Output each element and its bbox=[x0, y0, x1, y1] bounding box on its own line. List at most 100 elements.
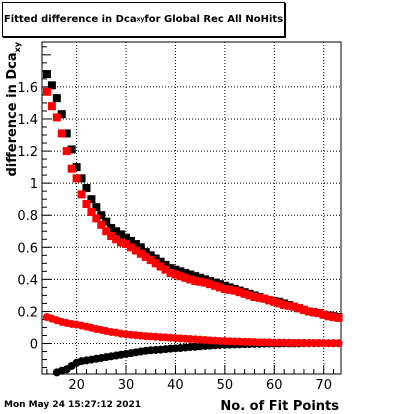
data-point bbox=[171, 265, 180, 274]
data-point bbox=[324, 312, 333, 321]
data-point bbox=[245, 291, 254, 300]
data-point bbox=[57, 110, 66, 119]
data-point bbox=[97, 220, 106, 229]
data-point bbox=[126, 236, 135, 245]
data-point bbox=[275, 299, 284, 308]
data-point bbox=[220, 284, 229, 293]
data-point bbox=[290, 302, 299, 311]
data-point bbox=[107, 224, 116, 233]
data-point bbox=[250, 293, 259, 302]
data-point bbox=[87, 195, 96, 204]
x-tick-label: 50 bbox=[217, 378, 234, 393]
data-point bbox=[210, 281, 219, 290]
data-point bbox=[299, 305, 308, 314]
axis-ticks: 20 30 40 50 60 70 0 0.2 0.4 0.6 0.8 1 1.2 1.4 1.6 bbox=[17, 46, 335, 393]
data-point bbox=[280, 301, 289, 310]
data-point bbox=[141, 252, 150, 261]
chart-title-suffix: for Global Rec All NoHits bbox=[144, 14, 284, 25]
data-point bbox=[67, 164, 76, 173]
data-point bbox=[181, 273, 190, 282]
y-axis-label-main: difference in Dca bbox=[5, 52, 20, 176]
data-point bbox=[141, 248, 150, 257]
data-point bbox=[166, 268, 175, 277]
data-point bbox=[136, 249, 145, 258]
data-point bbox=[196, 273, 205, 282]
data-point bbox=[161, 260, 170, 269]
series-1 bbox=[42, 87, 343, 322]
data-point bbox=[235, 288, 244, 297]
data-point bbox=[265, 296, 274, 305]
x-tick-label: 20 bbox=[68, 378, 85, 393]
data-point bbox=[329, 313, 338, 322]
data-point bbox=[260, 294, 269, 303]
data-point bbox=[151, 254, 160, 263]
series-3 bbox=[42, 313, 343, 348]
data-point bbox=[77, 190, 86, 199]
data-point bbox=[319, 310, 328, 319]
y-tick-label: 1.6 bbox=[17, 81, 38, 96]
data-point bbox=[161, 265, 170, 274]
data-point bbox=[314, 309, 323, 318]
data-point bbox=[255, 293, 264, 302]
data-point bbox=[67, 145, 76, 154]
y-tick-label: 0 bbox=[30, 338, 38, 353]
data-point bbox=[146, 251, 155, 260]
data-point bbox=[97, 211, 106, 220]
grid-lines bbox=[42, 42, 341, 374]
data-point bbox=[186, 270, 195, 279]
data-point bbox=[112, 235, 121, 244]
data-point bbox=[215, 283, 224, 292]
data-point bbox=[82, 183, 91, 192]
y-axis-label-subscript: xy bbox=[13, 41, 22, 52]
data-point bbox=[42, 87, 51, 96]
data-point bbox=[72, 174, 81, 183]
y-tick-label: 0.2 bbox=[17, 305, 38, 320]
x-tick-label: 30 bbox=[118, 378, 135, 393]
data-point bbox=[47, 102, 56, 111]
data-point bbox=[196, 277, 205, 286]
chart-title-subscript: xy bbox=[136, 16, 145, 23]
data-point bbox=[62, 129, 71, 138]
y-tick-label: 0.8 bbox=[17, 209, 38, 224]
data-point bbox=[52, 113, 61, 122]
data-point bbox=[151, 259, 160, 268]
data-point bbox=[126, 243, 135, 252]
data-point bbox=[191, 272, 200, 281]
data-point bbox=[107, 232, 116, 241]
data-point bbox=[92, 203, 101, 212]
data-point bbox=[176, 267, 185, 276]
data-point bbox=[52, 94, 61, 103]
y-tick-label: 1.4 bbox=[17, 113, 38, 128]
data-point bbox=[117, 230, 126, 239]
data-point bbox=[206, 280, 215, 289]
data-points bbox=[42, 70, 343, 377]
data-point bbox=[176, 272, 185, 281]
data-point bbox=[42, 70, 51, 79]
data-point bbox=[166, 264, 175, 273]
data-point bbox=[57, 129, 66, 138]
data-point bbox=[92, 214, 101, 223]
data-point bbox=[136, 243, 145, 252]
y-tick-label: 0.4 bbox=[17, 273, 38, 288]
y-tick-label: 1 bbox=[30, 177, 38, 192]
data-point bbox=[156, 262, 165, 271]
data-point bbox=[122, 233, 131, 242]
data-point bbox=[294, 304, 303, 313]
data-point bbox=[285, 301, 294, 310]
data-point bbox=[87, 208, 96, 217]
chart-title: Fitted difference in Dca xy for Global Re… bbox=[2, 2, 285, 37]
x-axis-label: No. of Fit Points bbox=[220, 399, 339, 414]
data-point bbox=[122, 240, 131, 249]
data-point bbox=[131, 240, 140, 249]
data-point bbox=[309, 308, 318, 317]
data-point bbox=[186, 275, 195, 284]
data-point bbox=[181, 268, 190, 277]
data-point bbox=[62, 147, 71, 156]
data-point bbox=[47, 81, 56, 90]
x-tick-label: 40 bbox=[167, 378, 184, 393]
data-point bbox=[72, 163, 81, 172]
x-tick-label: 70 bbox=[315, 378, 332, 393]
data-point bbox=[117, 238, 126, 247]
y-tick-label: 0.6 bbox=[17, 241, 38, 256]
